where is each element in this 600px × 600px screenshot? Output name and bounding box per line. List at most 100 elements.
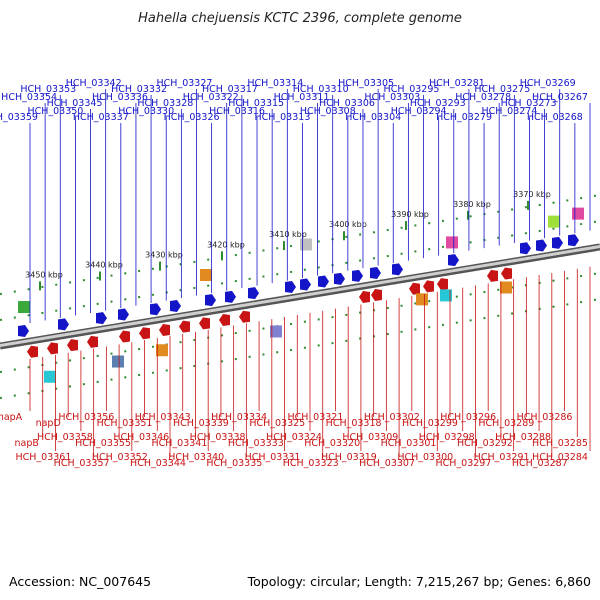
gene-label[interactable]: HCH_03292 (457, 438, 513, 449)
map-title: Hahella chejuensis KCTC 2396, complete g… (138, 11, 462, 26)
gene-label[interactable]: HCH_03330 (118, 106, 174, 117)
forward-gene-arrow (205, 294, 216, 307)
gene-label[interactable]: HCH_03297 (436, 458, 492, 469)
gene-label[interactable]: HCH_03291 (474, 452, 530, 463)
gene-label[interactable]: HCH_03355 (75, 438, 131, 449)
gene-label[interactable]: HCH_03344 (130, 458, 186, 469)
gene-label[interactable]: HCH_03303 (364, 92, 420, 103)
gene-label[interactable]: HCH_03316 (209, 106, 265, 117)
gene-label[interactable]: HCH_03289 (478, 418, 534, 429)
gene-label[interactable]: HCH_03284 (532, 452, 588, 463)
gene-label[interactable]: HCH_03354 (1, 92, 57, 103)
feature-block (112, 355, 124, 368)
gene-label[interactable]: HCH_03319 (321, 452, 377, 463)
gene-label[interactable]: HCH_03332 (111, 84, 167, 95)
gene-label[interactable]: HCH_03315 (228, 98, 284, 109)
gene-label[interactable]: HCH_03300 (397, 452, 453, 463)
gene-label[interactable]: HCH_03311 (274, 92, 330, 103)
gene-label[interactable]: HCH_03356 (58, 412, 114, 423)
gene-label[interactable]: HCH_03286 (517, 412, 573, 423)
gene-label[interactable]: HCH_03328 (137, 98, 193, 109)
gene-label[interactable]: HCH_03323 (283, 458, 339, 469)
gene-label[interactable]: HCH_03338 (190, 432, 246, 443)
gene-label[interactable]: HCH_03306 (319, 98, 375, 109)
forward-gene-arrow (318, 275, 329, 288)
gene-label[interactable]: napD (36, 418, 61, 429)
reverse-gene-arrow (239, 310, 250, 323)
gene-label[interactable]: HCH_03337 (73, 112, 129, 123)
gene-labels-layer[interactable]: HCH_03359HCH_03354HCH_03353HCH_03350HCH_… (0, 78, 591, 469)
forward-gene-arrow (58, 318, 69, 331)
gene-label[interactable]: HCH_03318 (326, 418, 382, 429)
gene-label[interactable]: HCH_03327 (157, 78, 213, 89)
gene-label[interactable]: HCH_03325 (249, 418, 305, 429)
gene-label[interactable]: HCH_03267 (532, 92, 588, 103)
gene-label[interactable]: HCH_03341 (152, 438, 208, 449)
gene-label[interactable]: HCH_03285 (532, 438, 588, 449)
gene-label[interactable]: HCH_03299 (402, 418, 458, 429)
gene-label[interactable]: HCH_03302 (364, 412, 420, 423)
gene-label[interactable]: HCH_03268 (527, 112, 583, 123)
gene-label[interactable]: HCH_03343 (135, 412, 191, 423)
gene-label[interactable]: HCH_03288 (495, 432, 551, 443)
gene-label[interactable]: HCH_03334 (211, 412, 267, 423)
gene-label[interactable]: HCH_03357 (54, 458, 110, 469)
gene-label[interactable]: HCH_03309 (342, 432, 398, 443)
gene-label[interactable]: napA (0, 412, 23, 423)
gene-label[interactable]: HCH_03350 (27, 106, 83, 117)
reverse-gene-arrow (409, 282, 420, 295)
gene-label[interactable]: HCH_03326 (164, 112, 220, 123)
gene-label[interactable]: HCH_03269 (520, 78, 576, 89)
gene-label[interactable]: HCH_03351 (97, 418, 153, 429)
gene-label[interactable]: HCH_03305 (338, 78, 394, 89)
gene-label[interactable]: HCH_03314 (247, 78, 303, 89)
gene-label[interactable]: HCH_03352 (92, 452, 148, 463)
gene-label[interactable]: HCH_03339 (173, 418, 229, 429)
gene-label[interactable]: HCH_03361 (16, 452, 72, 463)
gene-label[interactable]: HCH_03353 (20, 84, 76, 95)
scale-tick-label: 3430 kbp (145, 251, 183, 260)
gene-label[interactable]: HCH_03331 (245, 452, 301, 463)
gene-label[interactable]: HCH_03358 (37, 432, 93, 443)
scale-tick-label: 3390 kbp (391, 210, 429, 219)
gene-label[interactable]: HCH_03320 (304, 438, 360, 449)
gene-arrows-layer (18, 207, 584, 383)
gene-label[interactable]: HCH_03342 (66, 78, 122, 89)
gene-label[interactable]: HCH_03301 (381, 438, 437, 449)
gene-label[interactable]: HCH_03322 (183, 92, 239, 103)
gene-label[interactable]: HCH_03359 (0, 112, 38, 123)
gene-label[interactable]: HCH_03317 (202, 84, 258, 95)
gene-label[interactable]: HCH_03324 (266, 432, 322, 443)
gene-label[interactable]: HCH_03321 (288, 412, 344, 423)
gene-label[interactable]: HCH_03278 (455, 92, 511, 103)
forward-gene-arrow (170, 299, 181, 312)
gene-label[interactable]: HCH_03296 (440, 412, 496, 423)
gene-label[interactable]: HCH_03295 (384, 84, 440, 95)
gene-label[interactable]: HCH_03274 (482, 106, 538, 117)
reverse-gene-arrow (371, 288, 382, 301)
gene-label[interactable]: HCH_03307 (359, 458, 415, 469)
gene-label[interactable]: HCH_03346 (113, 432, 169, 443)
gene-label[interactable]: HCH_03275 (474, 84, 530, 95)
gene-label[interactable]: HCH_03287 (512, 458, 568, 469)
gene-label[interactable]: HCH_03335 (206, 458, 262, 469)
gene-label[interactable]: HCH_03273 (501, 98, 557, 109)
forward-gene-arrow (248, 287, 259, 300)
gene-label[interactable]: HCH_03294 (391, 106, 447, 117)
gene-label[interactable]: napB (15, 438, 39, 449)
gene-label[interactable]: HCH_03336 (92, 92, 148, 103)
feature-block (572, 207, 584, 220)
gene-label[interactable]: HCH_03333 (228, 438, 284, 449)
gene-label[interactable]: HCH_03293 (410, 98, 466, 109)
gene-label[interactable]: HCH_03279 (436, 112, 492, 123)
gene-label[interactable]: HCH_03281 (429, 78, 485, 89)
gene-label[interactable]: HCH_03340 (168, 452, 224, 463)
gene-label[interactable]: HCH_03308 (300, 106, 356, 117)
gene-label[interactable]: HCH_03313 (254, 112, 310, 123)
gene-label[interactable]: HCH_03310 (293, 84, 349, 95)
forward-gene-arrow (18, 325, 29, 338)
gene-label[interactable]: HCH_03298 (419, 432, 475, 443)
gene-label[interactable]: HCH_03304 (345, 112, 401, 123)
gene-label[interactable]: HCH_03345 (47, 98, 103, 109)
